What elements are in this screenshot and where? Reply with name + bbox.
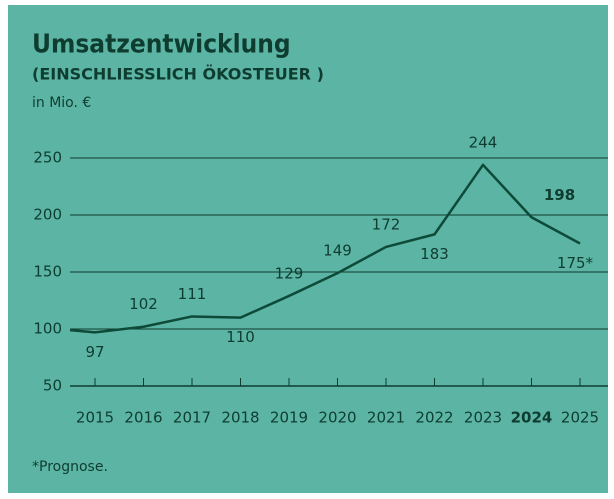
x-tick-label: 2016	[124, 409, 162, 427]
data-label: 111	[178, 285, 207, 303]
x-tick-label: 2018	[221, 409, 259, 427]
data-label: 244	[469, 133, 498, 151]
y-tick-label: 200	[33, 206, 62, 224]
x-tick-label: 2020	[318, 409, 356, 427]
y-tick-label: 50	[43, 377, 62, 395]
y-tick-label: 150	[33, 263, 62, 281]
y-tick-label: 250	[33, 149, 62, 167]
data-label: 129	[275, 264, 304, 282]
y-axis-label: in Mio. €	[32, 95, 91, 111]
y-tick-label: 100	[33, 320, 62, 338]
line	[69, 163, 581, 334]
chart-subtitle: (EINSCHLIESSLICH ÖKOSTEUER )	[32, 65, 324, 84]
chart-title: Umsatzentwicklung	[32, 30, 291, 60]
footnote: *Prognose.	[32, 459, 108, 475]
x-tick-label: 2017	[173, 409, 211, 427]
x-tick-label: 2023	[464, 409, 502, 427]
data-label: 183	[420, 245, 449, 263]
x-tick-label: 2024	[511, 409, 553, 427]
data-label: 175*	[557, 254, 594, 272]
x-tick-label: 2021	[367, 409, 405, 427]
data-label: 110	[226, 328, 255, 346]
chart-background	[8, 5, 608, 493]
x-tick-label: 2022	[415, 409, 453, 427]
data-label: 97	[85, 343, 104, 361]
data-label: 149	[323, 242, 352, 260]
x-tick-label: 2025	[561, 409, 599, 427]
data-label: 172	[372, 215, 401, 233]
data-label: 102	[129, 295, 158, 313]
x-tick-label: 2015	[76, 409, 114, 427]
data-label: 198	[544, 186, 575, 204]
x-tick-label: 2019	[270, 409, 308, 427]
